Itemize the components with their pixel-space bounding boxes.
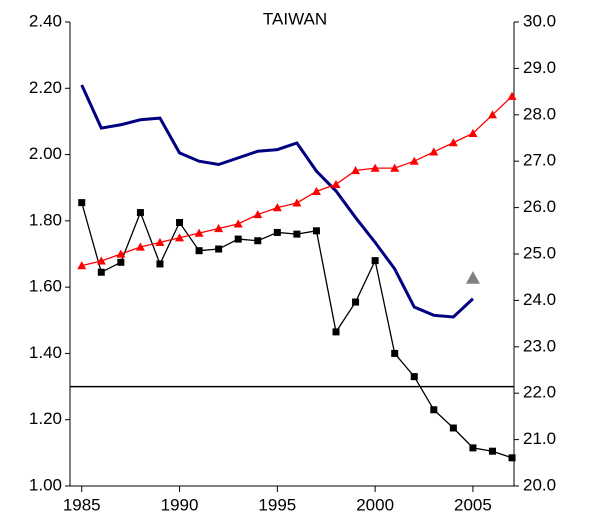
marker [429, 147, 439, 156]
marker [117, 258, 125, 266]
y2-tick-label: 30.0 [523, 11, 556, 30]
x-tick-label: 1990 [161, 495, 199, 514]
y2-tick-label: 23.0 [523, 336, 556, 355]
marker [331, 179, 341, 188]
marker [156, 260, 164, 268]
marker [390, 163, 400, 172]
marker [371, 257, 379, 265]
marker [273, 228, 281, 236]
marker [253, 210, 263, 219]
marker [214, 223, 224, 233]
marker [409, 156, 419, 165]
series-line [81, 95, 513, 267]
marker [311, 186, 321, 195]
marker [351, 165, 361, 175]
marker [430, 406, 438, 414]
y2-tick-label: 26.0 [523, 197, 556, 216]
marker [234, 235, 242, 243]
marker [293, 230, 301, 238]
marker [292, 198, 302, 207]
marker [176, 219, 184, 227]
x-tick-label: 1985 [63, 495, 101, 514]
y-tick-label: 1.60 [29, 277, 62, 296]
marker [312, 227, 320, 235]
marker [465, 271, 480, 284]
marker [136, 209, 144, 217]
marker [77, 261, 87, 270]
y-tick-label: 1.20 [29, 409, 62, 428]
y-tick-label: 2.20 [29, 78, 62, 97]
y2-tick-label: 22.0 [523, 383, 556, 402]
y2-tick-label: 27.0 [523, 151, 556, 170]
y2-tick-label: 29.0 [523, 58, 556, 77]
marker [175, 233, 185, 242]
marker [78, 199, 86, 207]
marker [97, 268, 105, 276]
marker [508, 454, 516, 462]
marker [468, 128, 478, 137]
marker [215, 245, 223, 253]
marker [233, 219, 243, 228]
marker [391, 349, 399, 357]
x-tick-label: 1995 [258, 495, 296, 514]
x-tick-label: 2005 [454, 495, 492, 514]
marker [272, 203, 282, 212]
y2-tick-label: 20.0 [523, 475, 556, 494]
marker [254, 237, 262, 245]
marker [194, 228, 204, 237]
marker [116, 249, 126, 258]
marker [195, 247, 203, 255]
marker [469, 444, 477, 452]
y2-tick-label: 25.0 [523, 243, 556, 262]
series-line [80, 84, 474, 319]
y2-tick-label: 21.0 [523, 429, 556, 448]
chart-title: TAIWAN [263, 9, 327, 28]
marker [352, 298, 360, 306]
marker [449, 424, 457, 432]
y-tick-label: 1.00 [29, 475, 62, 494]
x-tick-label: 2000 [356, 495, 394, 514]
marker [96, 256, 106, 265]
marker [487, 110, 497, 119]
series-line [81, 202, 513, 459]
y-tick-label: 1.40 [29, 343, 62, 362]
marker [410, 373, 418, 381]
marker [488, 447, 496, 455]
marker [332, 328, 340, 336]
y2-tick-label: 24.0 [523, 290, 556, 309]
marker [155, 237, 165, 246]
marker [135, 242, 145, 251]
marker [370, 163, 380, 172]
y-tick-label: 2.40 [29, 11, 62, 30]
y2-tick-label: 28.0 [523, 104, 556, 123]
marker [448, 138, 458, 147]
y-tick-label: 1.80 [29, 210, 62, 229]
marker [507, 91, 517, 100]
y-tick-label: 2.00 [29, 144, 62, 163]
